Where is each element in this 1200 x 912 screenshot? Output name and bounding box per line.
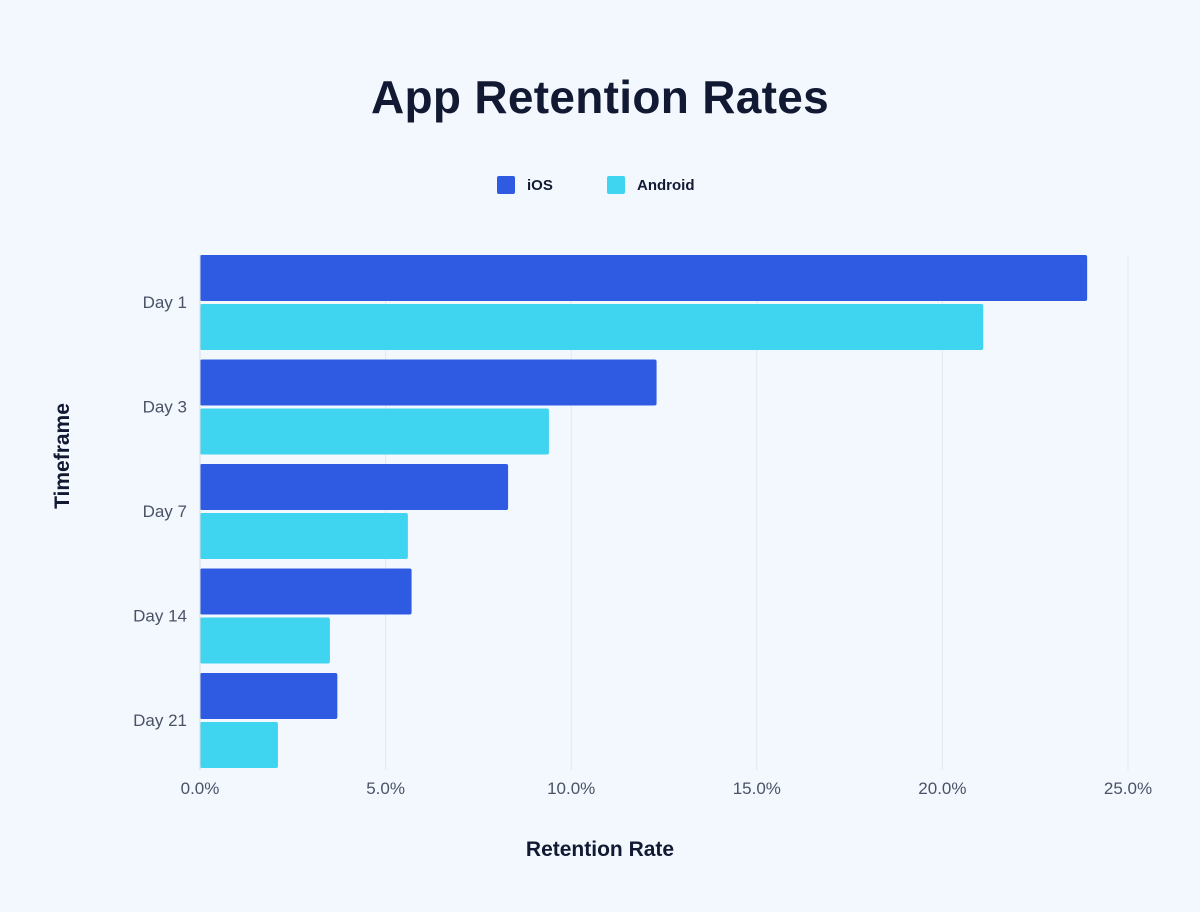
legend: iOS Android [0,175,1200,195]
bar-android-day-7 [200,513,408,559]
legend-swatch-android [607,176,625,194]
chart-title: App Retention Rates [370,71,830,123]
bar-ios-day-14 [200,568,412,615]
legend-label-android: Android [637,176,695,194]
legend-item-android: Android [607,175,695,195]
x-tick-label: 15.0% [733,779,781,798]
legend-swatch-ios [497,176,515,194]
bar-android-day-14 [200,617,330,664]
bar-ios-day-7 [200,464,509,510]
y-tick-label: Day 3 [143,398,187,417]
x-tick-label: 20.0% [918,779,966,798]
y-tick-label: Day 7 [143,502,187,521]
legend-item-ios: iOS [497,175,553,195]
bar-ios-day-21 [200,673,338,719]
bar-ios-day-3 [200,359,657,406]
legend-label-ios: iOS [527,176,553,194]
x-axis-title: Retention Rate [525,838,675,861]
x-tick-label: 10.0% [547,779,595,798]
y-tick-label: Day 1 [143,293,187,312]
y-tick-label: Day 14 [133,607,187,626]
x-tick-label: 5.0% [366,779,405,798]
bar-android-day-21 [200,722,278,768]
bar-android-day-1 [200,304,984,350]
x-tick-label: 25.0% [1104,779,1152,798]
x-tick-label: 0.0% [181,779,220,798]
y-tick-label: Day 21 [133,711,187,730]
bar-android-day-3 [200,408,549,455]
bar-ios-day-1 [200,255,1088,301]
